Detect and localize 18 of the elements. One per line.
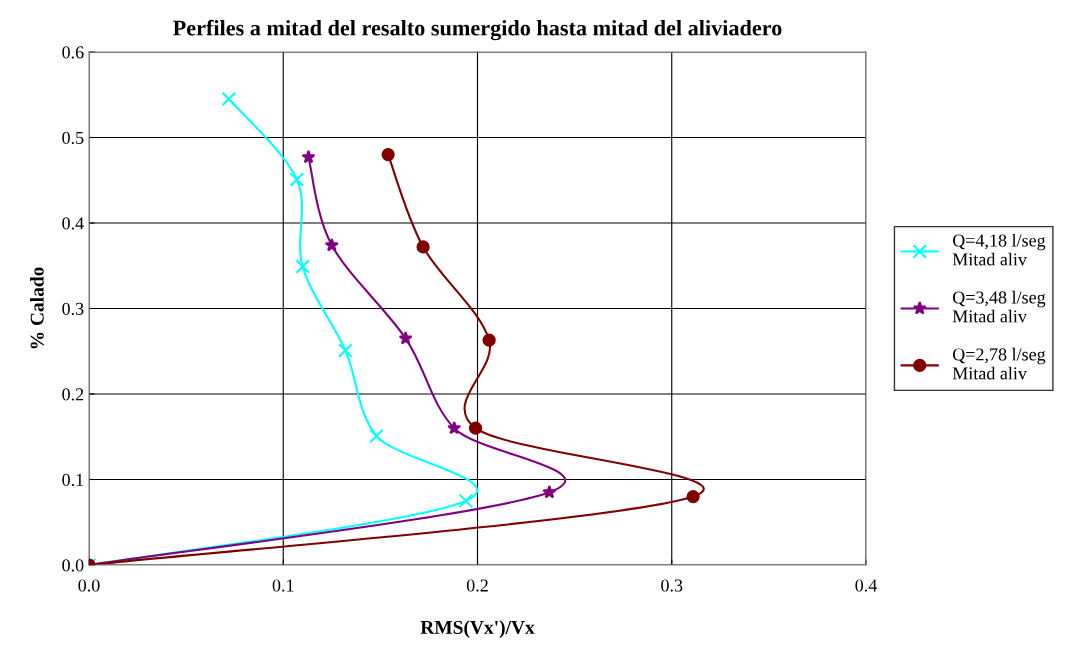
x-tick-label: 0.2: [466, 579, 488, 592]
y-tick-label: 0.6: [62, 46, 84, 59]
x-tick-label: 0.1: [272, 579, 294, 592]
legend-label: Q=2,78 l/seg Mitad aliv: [952, 347, 1046, 380]
y-tick-label: 0.0: [62, 559, 84, 572]
x-tick-label: 0.4: [855, 579, 877, 592]
y-tick-label: 0.2: [62, 388, 84, 401]
y-tick-label: 0.4: [62, 217, 84, 230]
x-tick-label: 0.0: [78, 579, 100, 592]
y-tick-label: 0.1: [62, 473, 84, 487]
x-axis-title: RMS(Vx')/Vx: [420, 620, 535, 638]
y-tick-label: 0.3: [62, 302, 84, 316]
chart-title: Perfiles a mitad del resalto sumergido hasta mitad del aliviadero: [173, 19, 782, 41]
legend-label: Q=3,48 l/seg Mitad aliv: [952, 290, 1046, 323]
y-tick-label: 0.5: [62, 131, 84, 145]
legend-label: Q=4,18 l/seg Mitad aliv: [952, 233, 1046, 266]
x-tick-label: 0.3: [661, 579, 683, 592]
y-axis-title: % Calado: [30, 267, 44, 349]
